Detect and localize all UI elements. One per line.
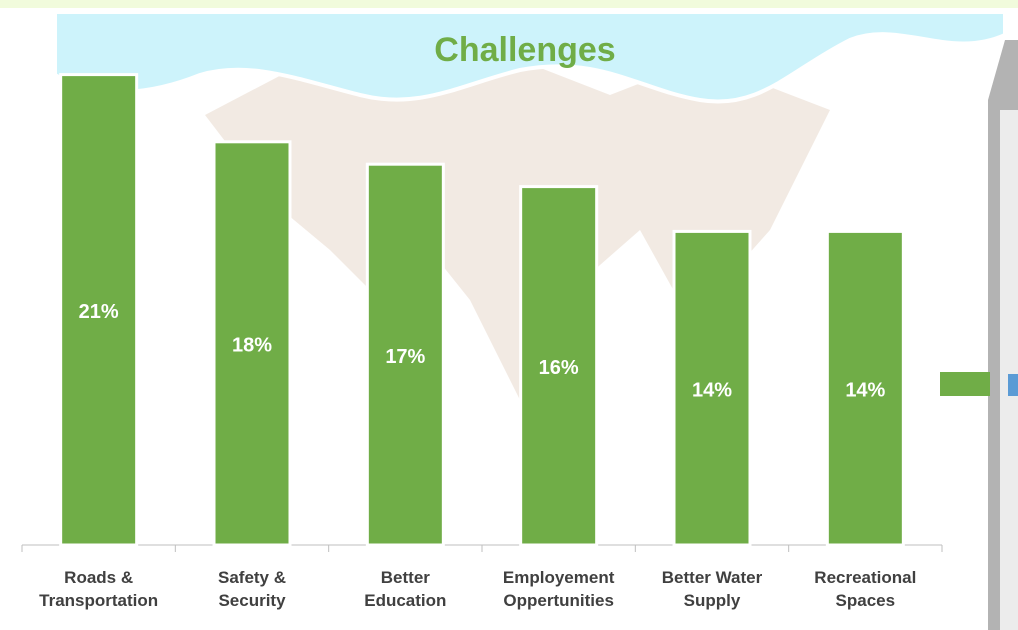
page: Challenges 21% 18% 17% 16% 14% 14% Roads & Tr… xyxy=(0,0,1018,630)
value-label: 14% xyxy=(845,379,885,401)
chart-title: Challenges xyxy=(434,31,615,69)
value-label: 18% xyxy=(232,335,272,357)
value-label: 21% xyxy=(79,301,119,323)
chart: Challenges 21% 18% 17% 16% 14% 14% xyxy=(0,0,1018,630)
x-tick-label: Recreational Spaces xyxy=(800,566,930,612)
x-tick-label: Roads & Transportation xyxy=(34,566,164,612)
value-label: 14% xyxy=(692,379,732,401)
x-tick-label: Better Education xyxy=(340,566,470,612)
x-tick-label: Better Water Supply xyxy=(647,566,777,612)
value-label: 16% xyxy=(539,357,579,379)
x-tick-label: Safety & Security xyxy=(187,566,317,612)
x-tick-label: Employement Oppertunities xyxy=(494,566,624,612)
value-label: 17% xyxy=(385,346,425,368)
